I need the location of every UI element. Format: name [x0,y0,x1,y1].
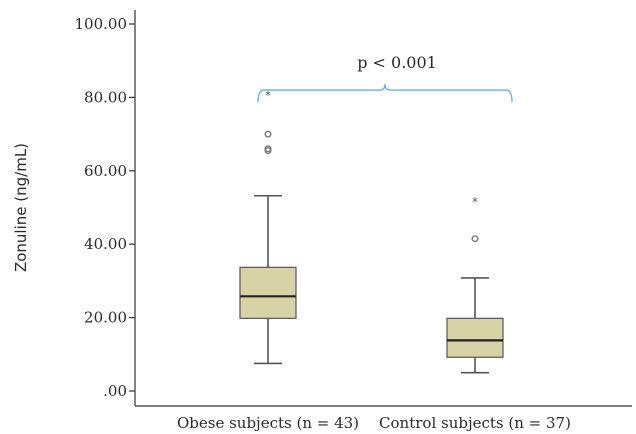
box-group: * [446,195,504,374]
outlier-point [471,235,479,243]
box-group: * [239,89,297,365]
extreme-point: * [265,89,271,103]
x-category-label: Control subjects (n = 37) [379,414,571,432]
y-tick-label: 20.00 [84,309,127,327]
y-tick-label: 60.00 [84,162,127,180]
y-tick-label: 100.00 [75,15,128,33]
y-tick-label: 80.00 [84,88,127,106]
x-category-label: Obese subjects (n = 43) [177,414,359,432]
outlier-point [264,145,272,153]
x-axis-categories: Obese subjects (n = 43) Control subjects … [177,414,571,432]
p-value-label: p < 0.001 [357,53,437,72]
iqr-box [239,266,297,319]
extreme-point: * [472,195,478,209]
axes [134,10,632,407]
y-axis-ticks: .00 20.00 40.00 60.00 80.00 100.00 [75,15,135,400]
y-tick-label: 40.00 [84,235,127,253]
significance-bracket [257,84,513,103]
y-axis-title: Zonuline (ng/mL) [12,143,30,272]
y-tick-label: .00 [103,382,127,400]
box-series: ** [239,89,504,374]
iqr-box [446,317,504,358]
outlier-point [264,130,272,138]
significance-annotation: p < 0.001 [257,53,513,103]
